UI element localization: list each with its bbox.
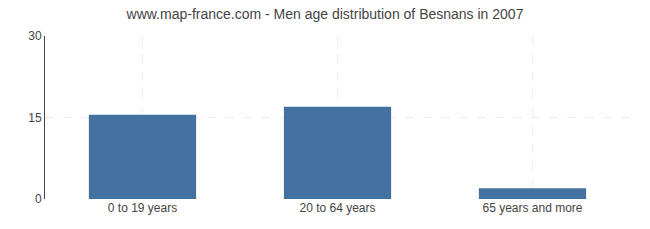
svg-text:0 to 19 years: 0 to 19 years (108, 201, 177, 215)
svg-text:www.map-france.com - Men age d: www.map-france.com - Men age distributio… (126, 6, 524, 22)
svg-text:15: 15 (28, 111, 42, 125)
svg-text:65 years and more: 65 years and more (482, 201, 582, 215)
svg-text:30: 30 (28, 29, 42, 43)
svg-text:0: 0 (35, 192, 42, 206)
svg-text:20 to 64 years: 20 to 64 years (299, 201, 375, 215)
